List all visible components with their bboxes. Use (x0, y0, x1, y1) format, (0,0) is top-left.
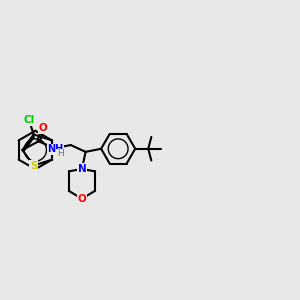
Text: N: N (77, 164, 86, 174)
Text: O: O (39, 123, 47, 133)
Text: H: H (57, 149, 64, 158)
Text: O: O (77, 194, 86, 204)
Text: NH: NH (47, 144, 63, 154)
Text: Cl: Cl (23, 115, 35, 125)
Text: S: S (30, 160, 38, 170)
